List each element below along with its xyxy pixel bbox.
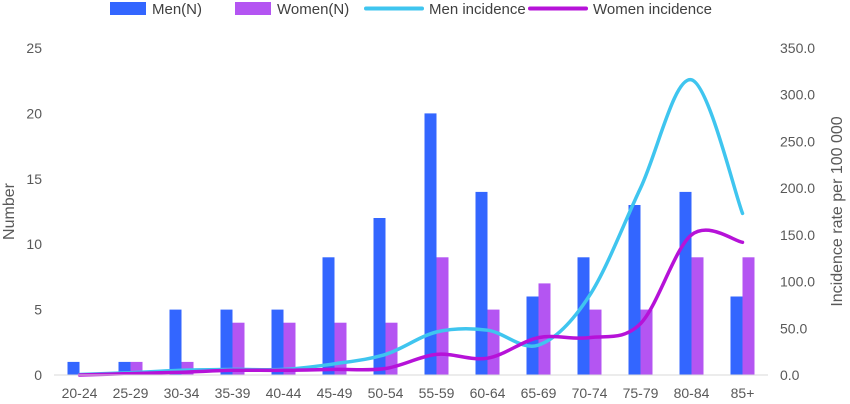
bar-men-n--40-44 [271, 309, 284, 375]
y2-tick-label: 100.0 [780, 274, 815, 290]
legend: Men(N) Women(N) Men incidence Women inciden… [110, 1, 712, 18]
bar-men-n--55-59 [424, 113, 437, 376]
bar-women-n--55-59 [436, 257, 449, 375]
bar-men-n--60-64 [475, 191, 488, 375]
x-axis-ticks: 20-24 25-29 30-34 35-39 40-44 45-49 50-54 55-59… [62, 385, 755, 401]
x-tick-label: 50-54 [368, 385, 404, 401]
x-tick-label: 35-39 [215, 385, 251, 401]
bar-men-n--75-79 [628, 205, 641, 375]
x-tick-label: 65-69 [521, 385, 557, 401]
x-tick-label: 75-79 [623, 385, 659, 401]
y-tick-label: 15 [26, 171, 42, 187]
bar-men-n--45-49 [322, 257, 335, 375]
x-tick-label: 25-29 [113, 385, 149, 401]
bar-women-n--80-84 [691, 257, 704, 375]
y2-tick-label: 200.0 [780, 180, 815, 196]
bar-women-n--85+ [742, 257, 755, 375]
y2-tick-label: 350.0 [780, 40, 815, 56]
bar-women-n--65-69 [538, 283, 551, 375]
x-tick-label: 70-74 [572, 385, 608, 401]
y2-tick-label: 0.0 [780, 367, 800, 383]
y-tick-label: 20 [26, 105, 42, 121]
bar-women-n--60-64 [487, 309, 500, 375]
bar-women-n--45-49 [334, 322, 347, 375]
y-axis-right-ticks: 0.0 50.0 100.0 150.0 200.0 250.0 300.0 350.0 [780, 40, 815, 383]
x-tick-label: 55-59 [419, 385, 455, 401]
bar-women-n--75-79 [640, 309, 653, 375]
bar-men-n--20-24 [67, 361, 80, 375]
x-tick-label: 40-44 [266, 385, 302, 401]
bar-men-n--35-39 [220, 309, 233, 375]
legend-label-men-incidence: Men incidence [429, 1, 526, 18]
legend-swatch-women-n- [235, 2, 271, 15]
y-tick-label: 5 [34, 302, 42, 318]
bar-women-n--40-44 [283, 322, 296, 375]
legend-label-women-incidence: Women incidence [593, 1, 712, 18]
y-tick-label: 25 [26, 40, 42, 56]
bar-women-n--35-39 [232, 322, 245, 375]
legend-swatch-men-n- [110, 2, 146, 15]
x-tick-label: 85+ [731, 385, 755, 401]
legend-label-women-n-: Women(N) [277, 1, 349, 18]
bar-men-n--85+ [730, 296, 743, 375]
x-tick-label: 80-84 [674, 385, 710, 401]
bar-men-n--50-54 [373, 218, 386, 375]
x-tick-label: 60-64 [470, 385, 506, 401]
x-tick-label: 45-49 [317, 385, 353, 401]
y-tick-label: 0 [34, 367, 42, 383]
y2-tick-label: 50.0 [780, 320, 807, 336]
line-group [77, 78, 745, 377]
bar-women-n--70-74 [589, 309, 602, 375]
bar-group [67, 113, 755, 376]
y-axis-right-title: Incidence rate per 100 000 [829, 116, 846, 306]
y-axis-left-ticks: 0 5 10 15 20 25 [26, 40, 42, 383]
y-tick-label: 10 [26, 236, 42, 252]
bar-women-n--50-54 [385, 322, 398, 375]
bar-men-n--80-84 [679, 191, 692, 375]
bar-men-n--30-34 [169, 309, 182, 375]
y-axis-left-title: Number [1, 182, 18, 240]
bar-men-n--65-69 [526, 296, 539, 375]
legend-label-men-n-: Men(N) [152, 1, 202, 18]
x-tick-label: 20-24 [62, 385, 98, 401]
y2-tick-label: 250.0 [780, 133, 815, 149]
y2-tick-label: 150.0 [780, 227, 815, 243]
line-women-incidence [77, 228, 745, 377]
x-tick-label: 30-34 [164, 385, 200, 401]
bar-men-n--70-74 [577, 257, 590, 375]
y2-tick-label: 300.0 [780, 87, 815, 103]
